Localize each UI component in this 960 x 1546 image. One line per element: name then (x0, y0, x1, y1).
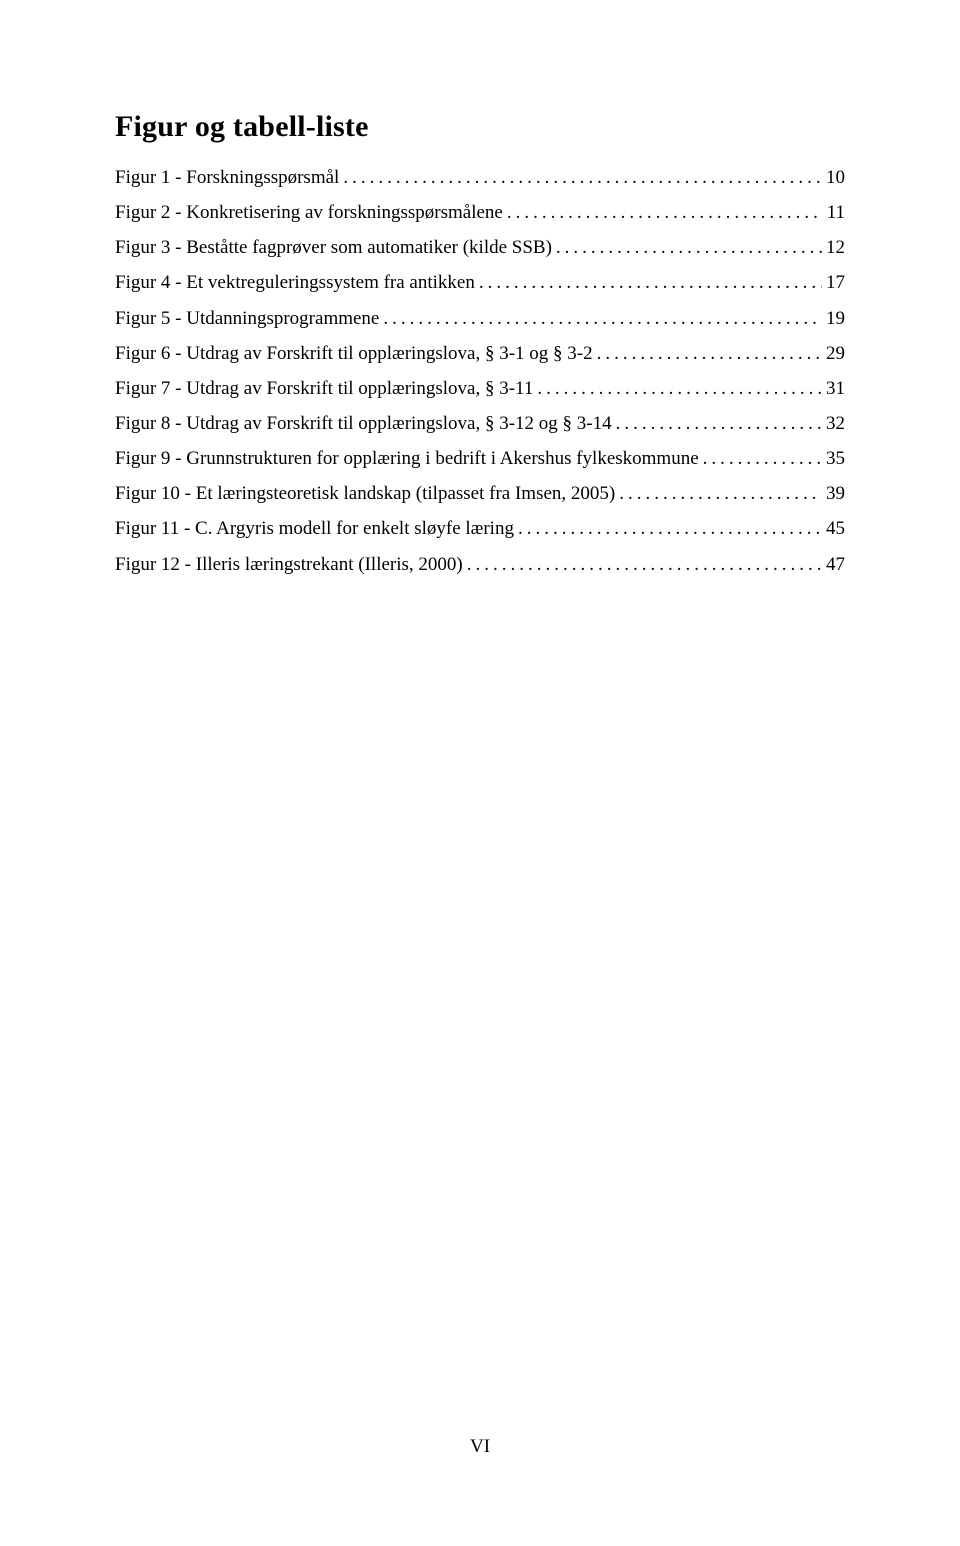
dot-leader (597, 336, 822, 371)
toc-label: Figur 5 - Utdanningsprogrammene (115, 301, 379, 336)
toc-entry: Figur 5 - Utdanningsprogrammene 19 (115, 301, 845, 336)
toc-entry: Figur 8 - Utdrag av Forskrift til opplær… (115, 406, 845, 441)
dot-leader (556, 230, 822, 265)
dot-leader (619, 476, 822, 511)
toc-label: Figur 9 - Grunnstrukturen for opplæring … (115, 441, 699, 476)
toc-entry: Figur 12 - Illeris læringstrekant (Iller… (115, 547, 845, 582)
toc-entry: Figur 9 - Grunnstrukturen for opplæring … (115, 441, 845, 476)
toc-label: Figur 4 - Et vektreguleringssystem fra a… (115, 265, 475, 300)
dot-leader (518, 511, 822, 546)
toc-entry: Figur 1 - Forskningsspørsmål 10 (115, 160, 845, 195)
toc-list: Figur 1 - Forskningsspørsmål 10 Figur 2 … (115, 160, 845, 582)
dot-leader (343, 160, 822, 195)
page-title: Figur og tabell-liste (115, 110, 845, 144)
toc-label: Figur 3 - Beståtte fagprøver som automat… (115, 230, 552, 265)
toc-entry: Figur 6 - Utdrag av Forskrift til opplær… (115, 336, 845, 371)
toc-label: Figur 12 - Illeris læringstrekant (Iller… (115, 547, 463, 582)
toc-page: 31 (826, 371, 845, 406)
dot-leader (383, 301, 822, 336)
toc-page: 12 (826, 230, 845, 265)
toc-page: 10 (826, 160, 845, 195)
toc-entry: Figur 2 - Konkretisering av forskningssp… (115, 195, 845, 230)
toc-entry: Figur 10 - Et læringsteoretisk landskap … (115, 476, 845, 511)
toc-page: 35 (826, 441, 845, 476)
toc-page: 39 (826, 476, 845, 511)
toc-page: 45 (826, 511, 845, 546)
toc-label: Figur 7 - Utdrag av Forskrift til opplær… (115, 371, 533, 406)
dot-leader (479, 265, 822, 300)
toc-label: Figur 6 - Utdrag av Forskrift til opplær… (115, 336, 593, 371)
toc-label: Figur 2 - Konkretisering av forskningssp… (115, 195, 503, 230)
toc-page: 29 (826, 336, 845, 371)
page-number: VI (0, 1436, 960, 1458)
toc-page: 47 (826, 547, 845, 582)
dot-leader (507, 195, 823, 230)
toc-page: 11 (827, 195, 845, 230)
toc-page: 19 (826, 301, 845, 336)
toc-page: 17 (826, 265, 845, 300)
toc-entry: Figur 11 - C. Argyris modell for enkelt … (115, 511, 845, 546)
toc-entry: Figur 4 - Et vektreguleringssystem fra a… (115, 265, 845, 300)
dot-leader (537, 371, 822, 406)
dot-leader (616, 406, 822, 441)
toc-entry: Figur 7 - Utdrag av Forskrift til opplær… (115, 371, 845, 406)
toc-label: Figur 10 - Et læringsteoretisk landskap … (115, 476, 615, 511)
toc-label: Figur 1 - Forskningsspørsmål (115, 160, 339, 195)
toc-label: Figur 11 - C. Argyris modell for enkelt … (115, 511, 514, 546)
toc-entry: Figur 3 - Beståtte fagprøver som automat… (115, 230, 845, 265)
toc-page: 32 (826, 406, 845, 441)
dot-leader (467, 547, 822, 582)
toc-label: Figur 8 - Utdrag av Forskrift til opplær… (115, 406, 612, 441)
dot-leader (703, 441, 822, 476)
